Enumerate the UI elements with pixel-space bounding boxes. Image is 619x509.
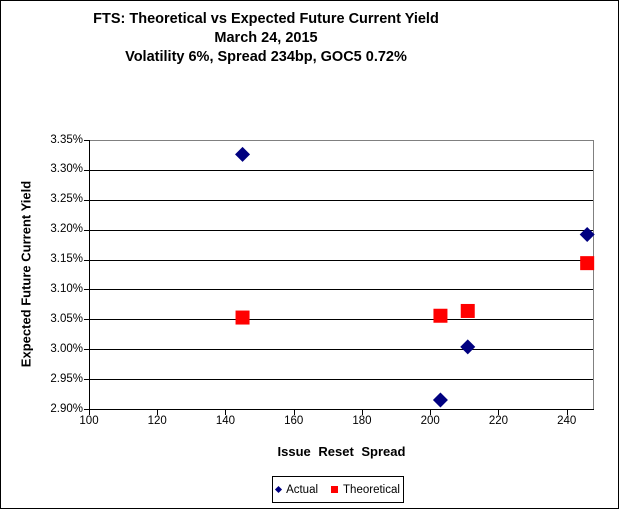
data-point-actual: [235, 146, 251, 162]
x-tick-label: 140: [215, 415, 236, 427]
x-tick-label: 200: [420, 415, 440, 427]
chart-subtitle-date: March 24, 2015: [214, 30, 318, 46]
y-tick-label: 3.35%: [50, 133, 83, 146]
y-tick-label: 3.05%: [50, 312, 83, 325]
legend-label-theoretical: Theoretical: [343, 483, 400, 496]
y-axis-title: Expected Future Current Yield: [18, 180, 34, 368]
data-point-theoretical: [235, 310, 250, 325]
data-point-theoretical: [433, 308, 448, 323]
x-tick-label: 180: [352, 415, 372, 427]
data-point-actual: [432, 392, 448, 408]
chart-title-block: FTS: Theoretical vs Expected Future Curr…: [1, 10, 531, 67]
plot-border: [89, 140, 594, 410]
y-tick-label: 3.30%: [50, 163, 83, 176]
y-tick-label: 2.90%: [50, 402, 83, 415]
x-tick-label: 220: [488, 415, 509, 427]
x-tick-label: 160: [284, 415, 304, 427]
y-tick-label: 3.25%: [50, 193, 83, 206]
y-tick-label: 3.20%: [50, 223, 83, 236]
legend-label-actual: Actual: [286, 483, 319, 496]
y-tick-label: 3.10%: [50, 282, 83, 295]
x-tick-label: 240: [557, 415, 577, 427]
y-tick-label: 3.15%: [50, 253, 83, 266]
data-point-theoretical: [580, 256, 595, 271]
y-tick-label: 2.95%: [50, 372, 83, 385]
actual-diamond-icon: [275, 485, 283, 494]
theoretical-square-icon: [331, 486, 339, 493]
x-axis-title: Issue Reset Spread: [277, 444, 406, 459]
legend-item-actual: Actual: [275, 483, 319, 496]
x-tick-label: 120: [147, 415, 167, 427]
y-tick-label: 3.00%: [50, 342, 83, 355]
legend: Actual Theoretical: [272, 476, 404, 503]
x-tick-label: 100: [79, 415, 99, 427]
data-point-theoretical: [460, 303, 475, 318]
chart-subtitle-params: Volatility 6%, Spread 234bp, GOC5 0.72%: [125, 49, 407, 65]
data-point-actual: [460, 339, 476, 355]
chart-title: FTS: Theoretical vs Expected Future Curr…: [93, 11, 439, 27]
data-point-actual: [579, 226, 595, 242]
legend-item-theoretical: Theoretical: [331, 484, 400, 496]
